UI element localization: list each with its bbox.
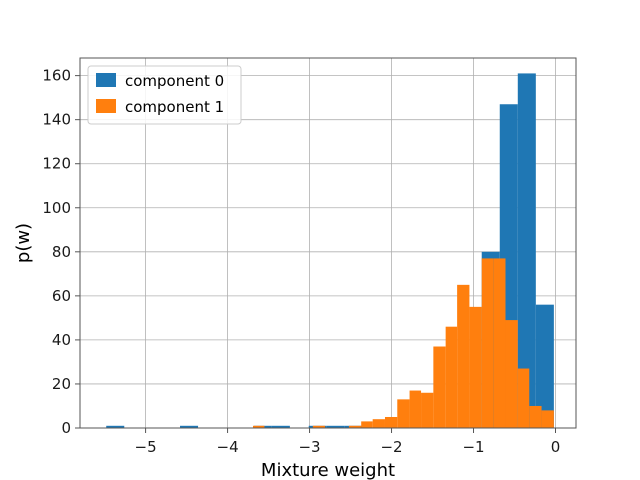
bar-component-1 bbox=[348, 425, 362, 428]
x-tick-label: −5 bbox=[135, 438, 157, 456]
bar-component-0 bbox=[180, 425, 199, 428]
bar-component-1 bbox=[409, 390, 422, 428]
bar-component-1 bbox=[517, 368, 530, 428]
y-axis-label: p(w) bbox=[13, 223, 34, 263]
legend-swatch-component-0 bbox=[96, 73, 116, 87]
bar-component-1 bbox=[529, 405, 542, 428]
bar-component-0 bbox=[535, 304, 554, 428]
bar-component-1 bbox=[361, 421, 373, 428]
y-tick-label: 60 bbox=[52, 287, 71, 305]
plot-frame bbox=[79, 57, 577, 429]
bar-component-0 bbox=[271, 425, 290, 428]
legend-swatch-component-1 bbox=[96, 99, 116, 113]
x-tick-label: −4 bbox=[217, 438, 239, 456]
bar-component-1 bbox=[481, 258, 494, 428]
bar-component-1 bbox=[312, 425, 326, 428]
legend: component 0 component 1 bbox=[87, 65, 242, 125]
y-tick-label: 120 bbox=[42, 155, 71, 173]
legend-label-component-0: component 0 bbox=[125, 72, 224, 90]
bar-component-1 bbox=[397, 399, 410, 428]
bar-component-1 bbox=[252, 425, 265, 428]
bar-component-1 bbox=[541, 410, 554, 428]
y-axis-ticks: 0 20 40 60 80 100 120 140 160 bbox=[42, 67, 80, 437]
x-tick-label: −2 bbox=[380, 438, 402, 456]
x-tick-label: −3 bbox=[298, 438, 320, 456]
bar-component-1 bbox=[469, 306, 482, 428]
bar-component-1 bbox=[493, 258, 506, 428]
bar-component-1 bbox=[457, 284, 470, 428]
x-tick-label: −1 bbox=[462, 438, 484, 456]
y-tick-label: 80 bbox=[52, 243, 71, 261]
bar-component-0 bbox=[326, 425, 345, 428]
bar-component-1 bbox=[384, 416, 398, 428]
y-tick-label: 20 bbox=[52, 375, 71, 393]
legend-label-component-1: component 1 bbox=[125, 98, 224, 116]
legend-frame bbox=[87, 65, 242, 125]
histogram-bars bbox=[106, 73, 554, 429]
bar-component-0 bbox=[106, 425, 125, 428]
bar-component-1 bbox=[445, 326, 458, 428]
bar-component-1 bbox=[372, 419, 385, 428]
y-tick-label: 100 bbox=[42, 199, 71, 217]
bar-component-1 bbox=[505, 320, 518, 428]
y-tick-label: 140 bbox=[42, 111, 71, 129]
bar-component-0 bbox=[517, 73, 536, 429]
x-axis-ticks: −5 −4 −3 −2 −1 0 bbox=[135, 428, 561, 456]
bar-component-1 bbox=[421, 392, 434, 428]
bar-component-1 bbox=[433, 346, 446, 428]
x-axis-label: Mixture weight bbox=[261, 460, 395, 480]
x-tick-label: 0 bbox=[551, 438, 561, 456]
y-tick-label: 0 bbox=[61, 419, 71, 437]
y-tick-label: 160 bbox=[42, 67, 71, 85]
y-tick-label: 40 bbox=[52, 331, 71, 349]
